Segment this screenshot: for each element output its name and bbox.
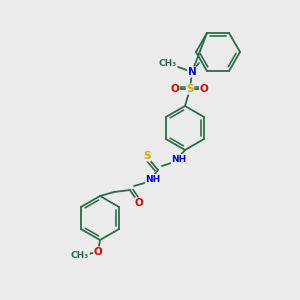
Text: N: N [188,67,196,77]
Text: O: O [171,84,179,94]
Text: O: O [200,84,208,94]
Text: NH: NH [171,154,187,164]
Text: CH₃: CH₃ [159,58,177,68]
Text: CH₃: CH₃ [71,250,89,260]
Text: O: O [135,198,143,208]
Text: O: O [94,247,102,257]
Text: NH: NH [146,175,160,184]
Text: S: S [186,84,194,94]
Text: S: S [143,151,151,161]
